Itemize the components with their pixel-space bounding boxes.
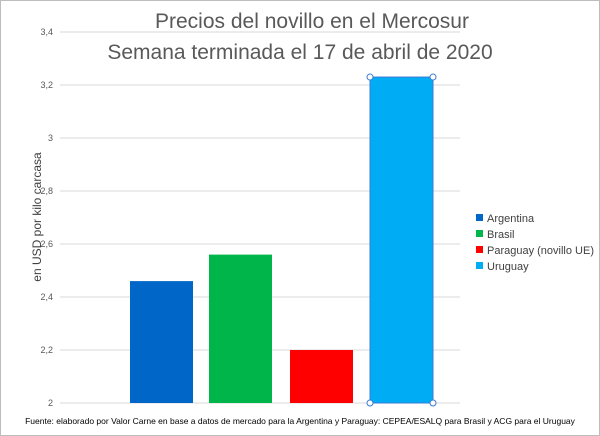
y-tick-label: 3,2 bbox=[40, 80, 53, 90]
y-tick-label: 3,4 bbox=[40, 27, 53, 37]
chart-subtitle: Semana terminada el 17 de abril de 2020 bbox=[107, 41, 492, 64]
bar-uruguay bbox=[370, 77, 433, 404]
legend-swatch bbox=[476, 214, 483, 221]
bar-argentina bbox=[130, 281, 193, 403]
selection-outline bbox=[369, 76, 434, 404]
y-axis-label: en USD por kilo carcasa bbox=[30, 152, 44, 282]
y-ticks: 2 2,2 2,4 2,6 2,8 3 3,2 3,4 bbox=[40, 27, 53, 408]
y-tick-label: 2,6 bbox=[40, 239, 53, 249]
legend-entry: Uruguay bbox=[487, 261, 529, 273]
legend-swatch bbox=[476, 262, 483, 269]
selection-handle bbox=[366, 73, 374, 81]
source-note: Fuente: elaborado por Valor Carne en bas… bbox=[25, 416, 576, 426]
legend: Argentina Brasil Paraguay (novillo UE) Urug… bbox=[476, 213, 594, 273]
legend-entry: Paraguay (novillo UE) bbox=[487, 245, 594, 257]
bar-paraguay bbox=[290, 350, 353, 403]
y-tick-label: 2 bbox=[48, 398, 53, 408]
y-tick-label: 3 bbox=[48, 133, 53, 143]
selection-handle bbox=[429, 399, 437, 407]
y-tick-label: 2,4 bbox=[40, 292, 53, 302]
bars bbox=[130, 73, 437, 407]
selection-handle bbox=[366, 399, 374, 407]
bar-brasil bbox=[209, 254, 272, 403]
y-tick-label: 2,8 bbox=[40, 186, 53, 196]
legend-entry: Argentina bbox=[487, 213, 535, 225]
legend-swatch bbox=[476, 230, 483, 237]
legend-entry: Brasil bbox=[487, 229, 515, 241]
chart-title: Precios del novillo en el Mercosur bbox=[155, 10, 469, 33]
legend-swatch bbox=[476, 246, 483, 253]
y-tick-label: 2,2 bbox=[40, 345, 53, 355]
selection-handle bbox=[429, 73, 437, 81]
